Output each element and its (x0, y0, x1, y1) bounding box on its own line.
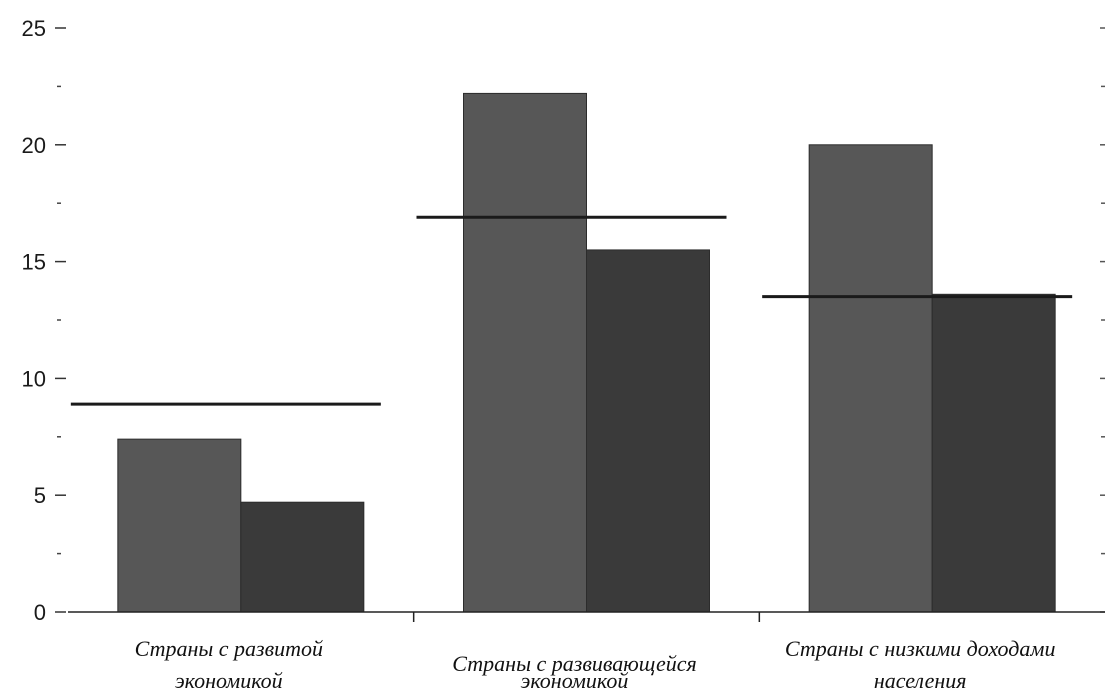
y-tick-label: 25 (22, 16, 46, 41)
bar-1-cat-1 (117, 438, 242, 613)
reference-lines (70, 215, 1073, 406)
y-tick-label: 20 (22, 133, 46, 158)
bar-1-cat-2 (463, 92, 587, 613)
right-axis-ticks (1100, 27, 1105, 613)
x-axis-ticks (412, 612, 761, 622)
bar-2-cat-1 (240, 501, 365, 613)
y-tick-label: 5 (34, 483, 46, 508)
category-label: населения (874, 668, 967, 693)
y-axis: 0 5 10 15 20 25 (22, 16, 66, 625)
bar-2-cat-3 (931, 293, 1056, 613)
category-label: экономикой (521, 668, 629, 693)
y-tick-label: 10 (22, 366, 46, 391)
bar-1-cat-3 (808, 144, 933, 613)
bar-2-cat-2 (586, 249, 710, 613)
category-label: Страны с развивающейся (452, 651, 696, 676)
category-label: Страны с низкими доходами (785, 636, 1056, 661)
bars (117, 92, 1056, 613)
y-tick-label: 0 (34, 600, 46, 625)
category-label: экономикой (175, 668, 283, 693)
y-tick-label: 15 (22, 250, 46, 275)
category-label: Страны с развитой (135, 636, 323, 661)
